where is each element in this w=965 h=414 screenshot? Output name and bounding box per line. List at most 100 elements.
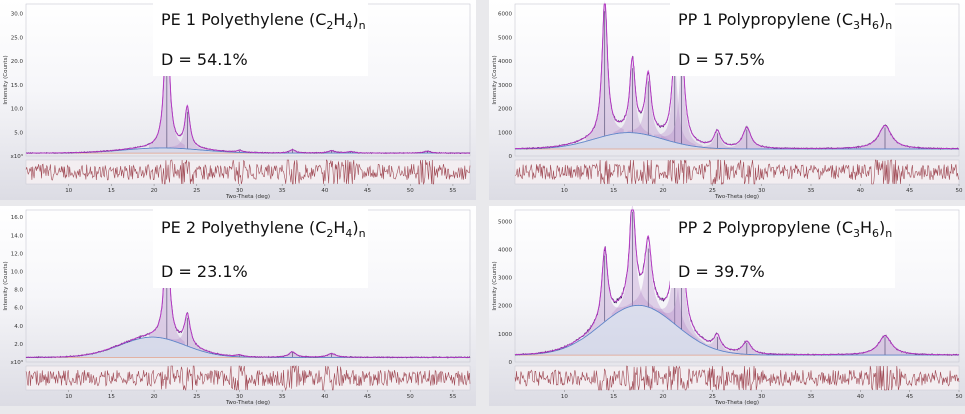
chart-panel-pp2: 0 1000 2000 3000 4000 5000 Intensity (Counts) 1… — [489, 206, 965, 406]
x-tick-label: 25 — [709, 394, 716, 400]
chart-title: PE 2 Polyethylene (C2H4)n — [161, 218, 366, 241]
fit-curve — [26, 218, 470, 358]
x-tick-label: 50 — [407, 188, 414, 194]
x-tick-label: 10 — [561, 394, 568, 400]
label-box-pp2: PP 2 Polypropylene (C3H6)n D = 39.7% — [670, 206, 895, 288]
y-tick-label: 0 — [509, 154, 513, 160]
x-tick-label: 15 — [108, 188, 115, 194]
chart-title: PP 1 Polypropylene (C3H6)n — [678, 10, 893, 33]
y-tick-label: 10.0 — [11, 270, 24, 276]
label-box-pe2: PE 2 Polyethylene (C2H4)n D = 23.1% — [153, 206, 368, 288]
chart-panel-pp1: 0 1000 2000 3000 4000 5000 6000 Intensity (Coun… — [489, 0, 965, 200]
x-tick-label: 25 — [193, 394, 200, 400]
y-tick-label: 4.0 — [14, 324, 23, 330]
x-tick-label: 20 — [151, 394, 158, 400]
y-tick-label: 2000 — [498, 304, 512, 310]
x-axis-label: Two-Theta (deg) — [225, 194, 270, 200]
y-tick-label: 16.0 — [11, 215, 24, 221]
y-axis-label: Intensity (Counts) — [3, 261, 9, 310]
amorphous-curve — [515, 304, 959, 356]
amorphous-curve — [515, 132, 959, 150]
x-tick-label: 50 — [956, 188, 963, 194]
y-tick-label: 1000 — [498, 332, 512, 338]
y-axis-label: Intensity (Counts) — [492, 55, 498, 104]
residual-curve — [25, 365, 471, 392]
y-tick-label: x10³ — [11, 359, 23, 366]
y-tick-label: 14.0 — [11, 233, 24, 239]
x-tick-label: 10 — [561, 188, 568, 194]
amorphous-area — [515, 305, 959, 356]
y-tick-label: 30.0 — [11, 12, 24, 18]
x-tick-label: 50 — [956, 394, 963, 400]
y-tick-label: 20.0 — [11, 59, 24, 65]
y-tick-label: 15.0 — [11, 83, 24, 89]
label-box-pp1: PP 1 Polypropylene (C3H6)n D = 57.5% — [670, 0, 895, 76]
y-tick-label: 4000 — [498, 59, 512, 65]
chart-title: PE 1 Polyethylene (C2H4)n — [161, 10, 366, 33]
x-tick-label: 40 — [321, 394, 328, 400]
x-tick-label: 20 — [660, 394, 667, 400]
x-tick-label: 55 — [449, 394, 456, 400]
y-tick-label: 12.0 — [11, 251, 24, 257]
label-box-pe1: PE 1 Polyethylene (C2H4)n D = 54.1% — [153, 0, 368, 76]
y-axis-label: Intensity (Counts) — [3, 55, 9, 104]
amorphous-area — [26, 337, 470, 358]
y-tick-label: 2.0 — [14, 342, 23, 348]
y-tick-label: 3000 — [498, 83, 512, 89]
fit-curve — [514, 3, 959, 150]
residual-curve — [514, 365, 960, 391]
x-tick-label: 10 — [65, 188, 72, 194]
x-tick-label: 55 — [449, 188, 456, 194]
y-tick-label: 2000 — [498, 107, 512, 113]
x-tick-label: 20 — [151, 188, 158, 194]
x-tick-label: 35 — [279, 188, 286, 194]
y-tick-label: x10³ — [11, 153, 23, 160]
amorphous-area — [515, 132, 959, 149]
crystallinity-label: D = 57.5% — [678, 50, 765, 69]
crystallinity-label: D = 54.1% — [161, 50, 248, 69]
residual-frame — [25, 159, 471, 185]
x-tick-label: 25 — [709, 188, 716, 194]
x-tick-label: 45 — [906, 188, 913, 194]
y-tick-label: 5000 — [498, 35, 512, 41]
x-tick-label: 25 — [193, 188, 200, 194]
chart-panel-pe2: x10³ 2.0 4.0 6.0 8.0 10.0 12.0 14.0 16.0 Intensit… — [0, 206, 476, 406]
x-tick-label: 10 — [65, 394, 72, 400]
x-tick-label: 40 — [857, 394, 864, 400]
y-tick-label: 8.0 — [14, 288, 23, 294]
xrd-chart-pe2: x10³ 2.0 4.0 6.0 8.0 10.0 12.0 14.0 16.0 Intensit… — [3, 209, 471, 406]
fit-curve — [515, 209, 959, 356]
y-tick-label: 5000 — [498, 219, 512, 225]
y-tick-label: 0 — [509, 360, 513, 366]
x-tick-label: 45 — [364, 188, 371, 194]
x-tick-label: 20 — [660, 188, 667, 194]
x-tick-label: 45 — [906, 394, 913, 400]
y-tick-label: 6.0 — [14, 306, 23, 312]
x-tick-label: 15 — [610, 188, 617, 194]
y-tick-label: 3000 — [498, 276, 512, 282]
x-tick-label: 45 — [364, 394, 371, 400]
xrd-chart-pp2: 0 1000 2000 3000 4000 5000 Intensity (Counts) 1… — [492, 206, 963, 406]
x-tick-label: 30 — [758, 188, 765, 194]
x-axis-label: Two-Theta (deg) — [714, 194, 759, 200]
y-tick-label: 6000 — [498, 12, 512, 18]
fit-curve — [26, 4, 470, 154]
y-tick-label: 25.0 — [11, 35, 24, 41]
x-tick-label: 35 — [808, 394, 815, 400]
x-tick-label: 50 — [407, 394, 414, 400]
y-tick-label: 10.0 — [11, 107, 24, 113]
x-tick-label: 30 — [758, 394, 765, 400]
x-tick-label: 15 — [108, 394, 115, 400]
x-tick-label: 40 — [321, 188, 328, 194]
residual-curve — [514, 159, 960, 186]
xrd-chart-pe1: x10³ 5.0 10.0 15.0 20.0 25.0 30.0 Intensity (Co… — [3, 3, 471, 200]
x-axis-label: Two-Theta (deg) — [225, 400, 270, 406]
y-tick-label: 4000 — [498, 247, 512, 253]
y-tick-label: 1000 — [498, 130, 512, 136]
residual-curve — [25, 159, 471, 186]
x-tick-label: 30 — [236, 188, 243, 194]
crystallinity-label: D = 23.1% — [161, 262, 248, 281]
x-tick-label: 30 — [236, 394, 243, 400]
x-tick-label: 15 — [610, 394, 617, 400]
chart-title: PP 2 Polypropylene (C3H6)n — [678, 218, 893, 241]
